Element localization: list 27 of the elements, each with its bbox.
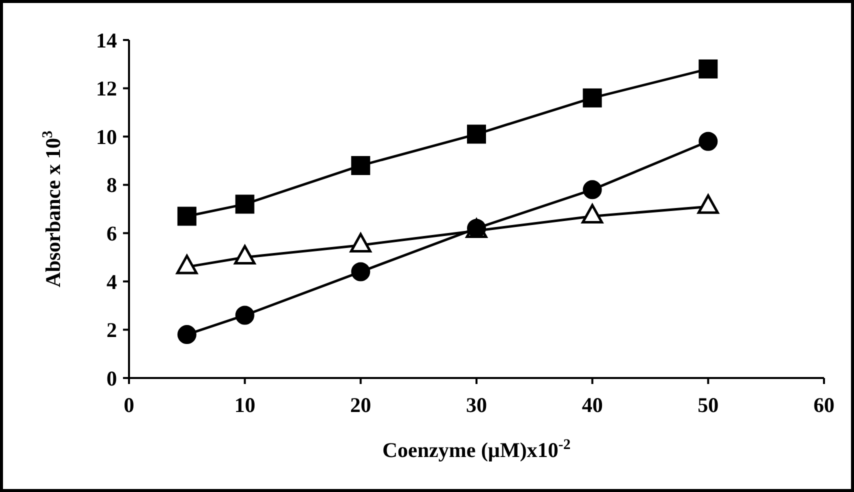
point xyxy=(177,206,196,226)
point xyxy=(698,132,718,151)
y-tick-label: 4 xyxy=(106,270,118,294)
point xyxy=(351,262,370,282)
point xyxy=(235,306,254,325)
x-tick-label: 30 xyxy=(466,393,487,417)
y-tick-label: 8 xyxy=(106,173,117,198)
x-tick-label: 20 xyxy=(350,393,372,417)
point xyxy=(698,59,718,78)
x-tick-label: 0 xyxy=(124,393,134,417)
x-tick-label: 40 xyxy=(582,393,603,417)
x-tick-label: 50 xyxy=(698,393,719,417)
point xyxy=(467,124,486,144)
point xyxy=(235,194,254,214)
y-tick-label: 0 xyxy=(106,366,117,390)
point xyxy=(582,180,602,200)
y-tick-label: 2 xyxy=(106,318,117,342)
point xyxy=(582,88,602,108)
y-tick-label: 6 xyxy=(106,221,117,246)
y-tick-label: 10 xyxy=(96,124,117,149)
point xyxy=(177,325,196,344)
y-tick-label: 14 xyxy=(96,28,118,52)
point xyxy=(351,156,370,176)
x-tick-label: 10 xyxy=(234,393,256,417)
x-axis-title: Coenzyme (µM)x10$^{-2}$ xyxy=(382,437,571,462)
y-tick-label: 12 xyxy=(96,76,117,101)
x-tick-label: 60 xyxy=(814,393,834,417)
